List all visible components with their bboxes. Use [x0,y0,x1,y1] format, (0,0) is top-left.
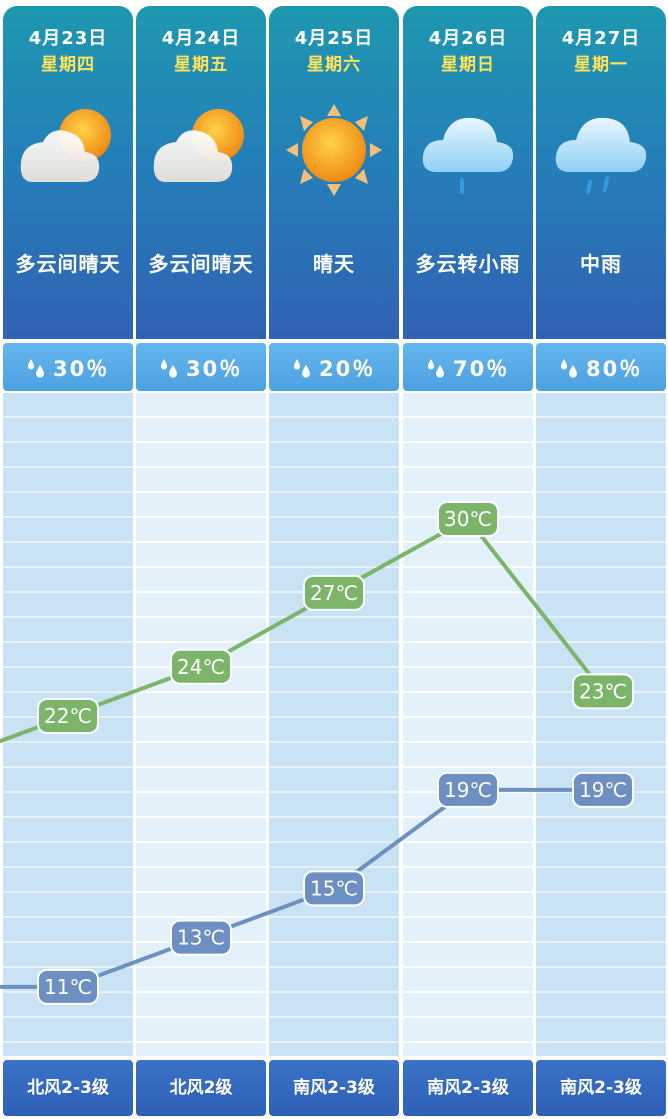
high-temperature-point: 24℃ [170,648,232,685]
date-label: 4月26日 [428,28,508,49]
low-temperature-badge [303,870,365,907]
raindrop-icon [428,359,444,378]
low-temperature-point: 19℃ [437,771,499,808]
high-temperature-label: 24℃ [177,655,225,679]
high-temperature-point: 23℃ [572,673,634,710]
high-temperature-badge [303,574,365,611]
precipitation-value: 80％ [586,357,643,381]
high-temperature-label: 23℃ [579,679,627,703]
low-temperature-label: 19℃ [444,778,492,802]
weekday-label: 星期五 [174,55,228,75]
high-temperature-badge [170,648,232,685]
day-header: 4月27日 星期一 中雨 [536,6,666,339]
light-rain-icon [422,117,514,194]
sunny-icon [286,104,382,196]
high-temperature-badge [37,698,99,734]
precipitation-value: 30％ [186,357,243,381]
day-column: 4月25日 星期六 晴天 [269,0,399,1119]
wind-label: 南风2-3级 [269,1060,399,1116]
high-temperature-point: 22℃ [37,698,99,734]
precipitation-value: 20％ [319,357,376,381]
precipitation-bar: 30％ [136,343,266,391]
low-temperature-line [0,787,603,989]
low-temperature-label: 15℃ [310,876,358,900]
low-temperature-badge [37,968,99,1005]
high-temperature-point: 30℃ [437,501,499,537]
raindrop-icon [294,359,310,378]
date-label: 4月27日 [561,28,641,49]
weather-description: 中雨 [580,252,622,276]
wind-label: 北风2级 [136,1060,266,1116]
high-temperature-badge [437,501,499,537]
partly-cloudy-icon [153,109,244,182]
plot-column-background [536,393,666,1056]
low-temperature-badge [170,919,232,956]
high-temperature-label: 30℃ [444,507,492,531]
precipitation-bar: 20％ [269,343,399,391]
precipitation-bar: 70％ [403,343,533,391]
partly-cloudy-icon [20,109,111,182]
date-label: 4月23日 [28,28,108,49]
weekday-label: 星期六 [307,55,361,75]
plot-column-background [3,393,133,1056]
low-temperature-badge [572,771,634,808]
weekday-label: 星期一 [574,55,628,75]
date-label: 4月25日 [294,28,374,49]
low-temperature-point: 19℃ [572,771,634,808]
day-column: 4月23日 星期四 多云间晴天 30％ 北风2-3级 [3,0,133,1119]
day-column: 4月24日 星期五 多云间晴天 30％ 北风2级 [136,0,266,1119]
low-temperature-point: 13℃ [170,919,232,956]
high-temperature-badge [572,673,634,710]
day-header: 4月23日 星期四 多云间晴天 [3,6,133,339]
low-temperature-label: 13℃ [177,926,225,950]
day-column: 4月27日 星期一 中雨 80％ 南风2-3级 [536,0,666,1119]
high-temperature-point: 27℃ [303,574,365,611]
low-temperature-point: 11℃ [37,968,99,1005]
wind-label: 南风2-3级 [403,1060,533,1116]
day-header: 4月25日 星期六 晴天 [269,6,399,339]
wind-label: 北风2-3级 [3,1060,133,1116]
weekday-label: 星期四 [41,55,95,75]
weather-description: 多云转小雨 [415,252,521,276]
precipitation-value: 30％ [53,357,110,381]
high-temperature-label: 27℃ [310,581,358,605]
weather-description: 多云间晴天 [148,252,254,276]
raindrop-icon [561,359,577,378]
weekday-label: 星期日 [441,55,495,75]
day-column: 4月26日 星期日 多云转小雨 70％ 南风2-3级 [403,0,533,1119]
date-label: 4月24日 [161,28,241,49]
raindrop-icon [161,359,177,378]
precipitation-bar: 30％ [3,343,133,391]
high-temperature-label: 22℃ [44,704,92,728]
day-header: 4月24日 星期五 多云间晴天 [136,6,266,339]
day-header: 4月26日 星期日 多云转小雨 [403,6,533,339]
low-temperature-label: 11℃ [44,975,92,999]
weather-description: 多云间晴天 [15,252,121,276]
wind-label: 南风2-3级 [536,1060,666,1116]
low-temperature-label: 19℃ [579,778,627,802]
raindrop-icon [28,359,44,378]
precipitation-value: 70％ [453,357,510,381]
precipitation-bar: 80％ [536,343,666,391]
moderate-rain-icon [555,117,647,194]
weather-description: 晴天 [313,252,355,276]
plot-column-background [269,393,399,1056]
low-temperature-badge [437,771,499,808]
low-temperature-point: 15℃ [303,870,365,907]
